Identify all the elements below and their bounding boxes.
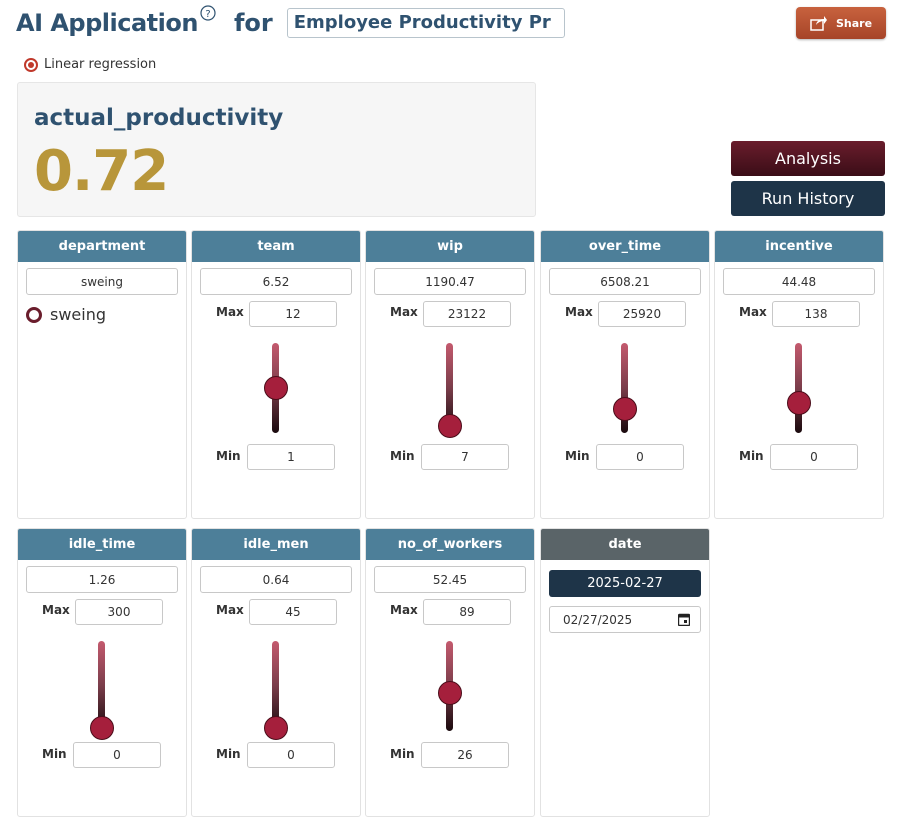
slider-thumb[interactable]: [264, 376, 288, 400]
panel-header: date: [541, 529, 709, 560]
slider-track[interactable]: [795, 343, 802, 433]
max-label: Max: [216, 305, 244, 319]
panel-header: idle_men: [192, 529, 360, 560]
max-input[interactable]: 138: [772, 301, 860, 327]
min-input[interactable]: 0: [596, 444, 684, 470]
panel-header: no_of_workers: [366, 529, 534, 560]
panel-header: wip: [366, 231, 534, 262]
slider-track[interactable]: [98, 641, 105, 731]
max-input[interactable]: 45: [249, 599, 337, 625]
max-label: Max: [390, 305, 418, 319]
panel-incentive: incentive 44.48 Max 138 Min 0: [714, 230, 884, 519]
panel-department: department sweing sweing: [17, 230, 187, 519]
min-input[interactable]: 26: [421, 742, 509, 768]
min-label: Min: [739, 449, 764, 463]
page-title: AI Application: [16, 9, 198, 37]
result-label: actual_productivity: [34, 105, 284, 131]
max-input[interactable]: 89: [423, 599, 511, 625]
panel-idle-men: idle_men 0.64 Max 45 Min 0: [191, 528, 361, 817]
result-card: actual_productivity 0.72: [17, 82, 536, 217]
panel-team: team 6.52 Max 12 Min 1: [191, 230, 361, 519]
slider-thumb[interactable]: [264, 716, 288, 740]
wip-value-input[interactable]: 1190.47: [374, 268, 526, 295]
panel-no-of-workers: no_of_workers 52.45 Max 89 Min 26: [365, 528, 535, 817]
app-name-field[interactable]: Employee Productivity Pr: [286, 8, 565, 38]
date-display: 2025-02-27: [549, 570, 701, 597]
min-label: Min: [390, 449, 415, 463]
slider-track[interactable]: [621, 343, 628, 433]
department-option-label: sweing: [50, 305, 107, 324]
min-label: Min: [565, 449, 590, 463]
max-input[interactable]: 12: [249, 301, 337, 327]
result-value: 0.72: [34, 139, 169, 204]
slider-track[interactable]: [272, 641, 279, 731]
slider-track[interactable]: [446, 343, 453, 433]
panel-wip: wip 1190.47 Max 23122 Min 7: [365, 230, 535, 519]
slider-thumb[interactable]: [438, 680, 462, 705]
idle-men-value-input[interactable]: 0.64: [200, 566, 352, 593]
max-label: Max: [216, 603, 244, 617]
team-value-input[interactable]: 6.52: [200, 268, 352, 295]
panel-header: idle_time: [18, 529, 186, 560]
share-button[interactable]: Share: [796, 7, 886, 39]
radio-selected-icon[interactable]: [26, 306, 42, 323]
panel-header: team: [192, 231, 360, 262]
panel-header: department: [18, 231, 186, 262]
panel-idle-time: idle_time 1.26 Max 300 Min 0: [17, 528, 187, 817]
help-icon[interactable]: ?: [200, 5, 216, 25]
max-label: Max: [42, 603, 70, 617]
model-option[interactable]: Linear regression: [24, 57, 156, 72]
no-of-workers-value-input[interactable]: 52.45: [374, 566, 526, 593]
analysis-button[interactable]: Analysis: [731, 141, 885, 176]
department-option[interactable]: sweing: [26, 305, 106, 324]
date-input-value: 02/27/2025: [563, 612, 633, 627]
run-history-button[interactable]: Run History: [731, 181, 885, 216]
share-label: Share: [835, 16, 873, 30]
max-label: Max: [565, 305, 593, 319]
min-input[interactable]: 0: [770, 444, 858, 470]
department-input[interactable]: sweing: [26, 268, 178, 295]
share-icon: [810, 16, 827, 31]
title-for-label: for: [233, 9, 273, 37]
date-input[interactable]: 02/27/2025: [549, 606, 701, 633]
min-label: Min: [216, 449, 241, 463]
panel-header: incentive: [715, 231, 883, 262]
svg-text:?: ?: [205, 9, 210, 20]
panel-over-time: over_time 6508.21 Max 25920 Min 0: [540, 230, 710, 519]
max-label: Max: [739, 305, 767, 319]
slider-thumb[interactable]: [613, 397, 637, 421]
over-time-value-input[interactable]: 6508.21: [549, 268, 701, 295]
incentive-value-input[interactable]: 44.48: [723, 268, 875, 295]
min-label: Min: [390, 747, 415, 761]
min-label: Min: [42, 747, 67, 761]
slider-thumb[interactable]: [787, 391, 811, 416]
panel-header: over_time: [541, 231, 709, 262]
min-input[interactable]: 0: [247, 742, 335, 768]
slider-thumb[interactable]: [90, 716, 114, 740]
app-title: AI Application ? for Employee Productivi…: [16, 5, 565, 38]
min-label: Min: [216, 747, 241, 761]
min-input[interactable]: 7: [421, 444, 509, 470]
panel-date: date 2025-02-27 02/27/2025: [540, 528, 710, 817]
max-input[interactable]: 23122: [423, 301, 511, 327]
max-label: Max: [390, 603, 418, 617]
calendar-icon[interactable]: [678, 613, 690, 626]
radio-selected-icon[interactable]: [24, 57, 38, 72]
model-option-label: Linear regression: [44, 57, 157, 72]
slider-thumb[interactable]: [438, 413, 462, 438]
min-input[interactable]: 1: [247, 444, 335, 470]
min-input[interactable]: 0: [73, 742, 161, 768]
idle-time-value-input[interactable]: 1.26: [26, 566, 178, 593]
max-input[interactable]: 300: [75, 599, 163, 625]
max-input[interactable]: 25920: [598, 301, 686, 327]
